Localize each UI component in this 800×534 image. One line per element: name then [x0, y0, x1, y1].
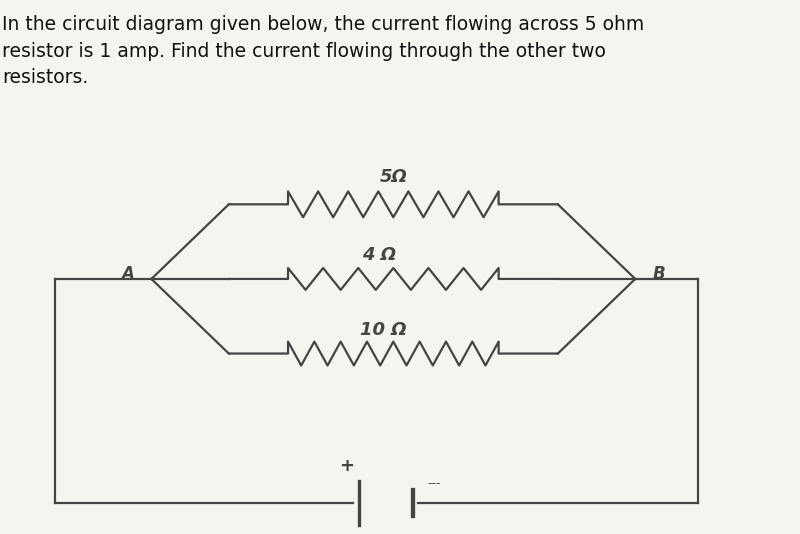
Text: ---: --- — [427, 477, 441, 490]
Text: +: + — [339, 457, 354, 475]
Text: 5Ω: 5Ω — [379, 168, 407, 186]
Text: In the circuit diagram given below, the current flowing across 5 ohm
resistor is: In the circuit diagram given below, the … — [2, 15, 645, 88]
Text: 4 Ω: 4 Ω — [362, 246, 396, 264]
Text: A: A — [121, 265, 134, 283]
Text: 10 Ω: 10 Ω — [360, 320, 407, 339]
Text: B: B — [653, 265, 666, 283]
